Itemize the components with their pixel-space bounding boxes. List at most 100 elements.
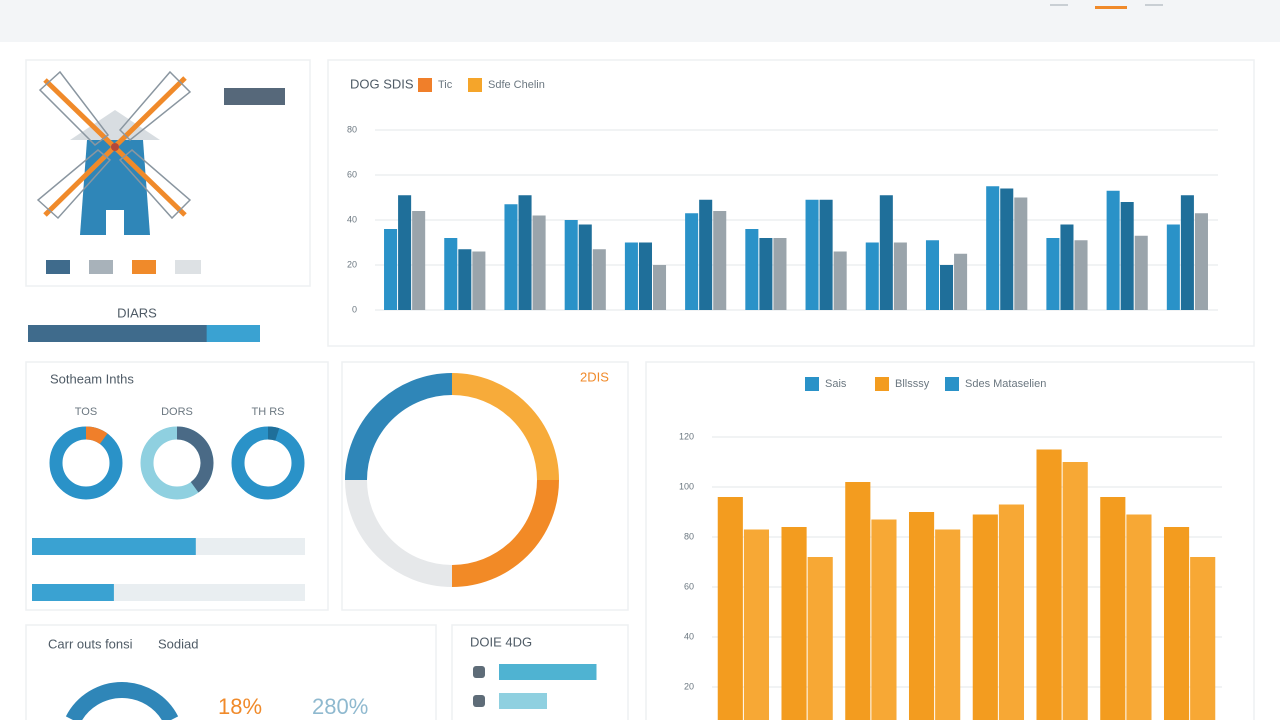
bar [807,557,833,720]
bar [1126,514,1152,720]
stats-subtitle: Sodiad [158,636,198,651]
bar [1046,238,1060,310]
bar [1180,195,1194,310]
bar [954,253,968,310]
bar [871,519,897,720]
legend-label: Sdfe Chelin [488,79,545,91]
legend-swatch [468,78,482,92]
bar [773,238,787,310]
progress-label: DIARS [117,305,157,320]
panel [25,624,437,720]
y-tick-label: 80 [684,531,694,541]
bar [819,199,833,310]
bar [1134,235,1148,310]
bar [1062,462,1088,720]
bar [472,251,486,310]
bar [1060,224,1074,310]
bar [713,211,727,310]
y-tick-label: 0 [352,304,357,314]
bar [444,238,458,310]
donut-label: TH RS [252,406,285,418]
y-tick-label: 120 [679,431,694,441]
bar [652,265,667,310]
bar [998,504,1025,720]
bar [518,195,532,310]
bar [865,242,879,310]
bar [1074,240,1088,310]
bar [759,238,773,310]
bar [504,204,518,310]
bar [1166,224,1180,310]
legend-label: Sais [825,378,847,390]
bar [638,242,652,310]
donut-segment [85,426,108,445]
bullet [473,666,485,678]
bar [908,512,935,720]
stats-ring [65,682,179,720]
donut-segment [176,426,214,493]
y-tick-label: 40 [684,631,694,641]
swatch [132,260,156,274]
stat-value: 280% [312,694,368,719]
bar [805,199,819,310]
legend-swatch [805,377,819,391]
panel-title: Sotheam Inths [50,371,134,386]
bar [699,199,713,310]
bar [893,242,907,310]
donut-segment [345,479,453,587]
bar [685,213,699,310]
donut-segment [267,426,280,441]
progress-fill [28,325,207,342]
donut-segment [451,373,559,481]
bar [745,229,759,310]
chart-title: DOG SDIS [350,76,414,91]
bullet [473,695,485,707]
bar [458,249,472,310]
bar [743,529,770,720]
progress-fill [32,538,196,555]
bar [1194,213,1208,310]
bar [845,482,871,720]
bar [1190,557,1216,720]
bar [1106,190,1120,310]
y-tick-label: 20 [347,259,357,269]
stats-title: Carr outs fonsi [48,636,133,651]
y-tick-label: 80 [347,124,357,134]
legend-swatch [418,78,432,92]
y-tick-label: 100 [679,481,694,491]
bar [833,251,847,310]
stat-value: 18% [218,694,262,719]
bar [1100,497,1126,720]
legend-label: Sdes Mataselien [965,378,1046,390]
active-tab[interactable] [1095,6,1127,9]
legend-swatch [945,377,959,391]
bar [879,195,893,310]
bar [412,211,426,310]
tab[interactable] [1050,4,1068,6]
donut-title: 2DIS [580,369,609,384]
bar [1014,197,1028,310]
bar [935,529,961,720]
donut-label: DORS [161,406,193,418]
bar [925,240,940,310]
bar [1000,188,1014,310]
bar [1163,527,1190,720]
donut-label: TOS [75,406,97,418]
legend-label: Tic [438,79,453,91]
bar [384,229,398,310]
mini-title: DOIE 4DG [470,634,532,649]
bar [717,497,743,720]
top-bar [0,0,1280,42]
label-block [224,88,285,105]
bar [781,527,807,720]
bar [1036,449,1062,720]
bar [578,224,592,310]
y-tick-label: 20 [684,681,694,691]
swatch [175,260,201,274]
windmill-icon [36,70,192,235]
tab[interactable] [1145,4,1163,6]
bar [986,186,1000,310]
legend-label: Bllsssy [895,378,930,390]
